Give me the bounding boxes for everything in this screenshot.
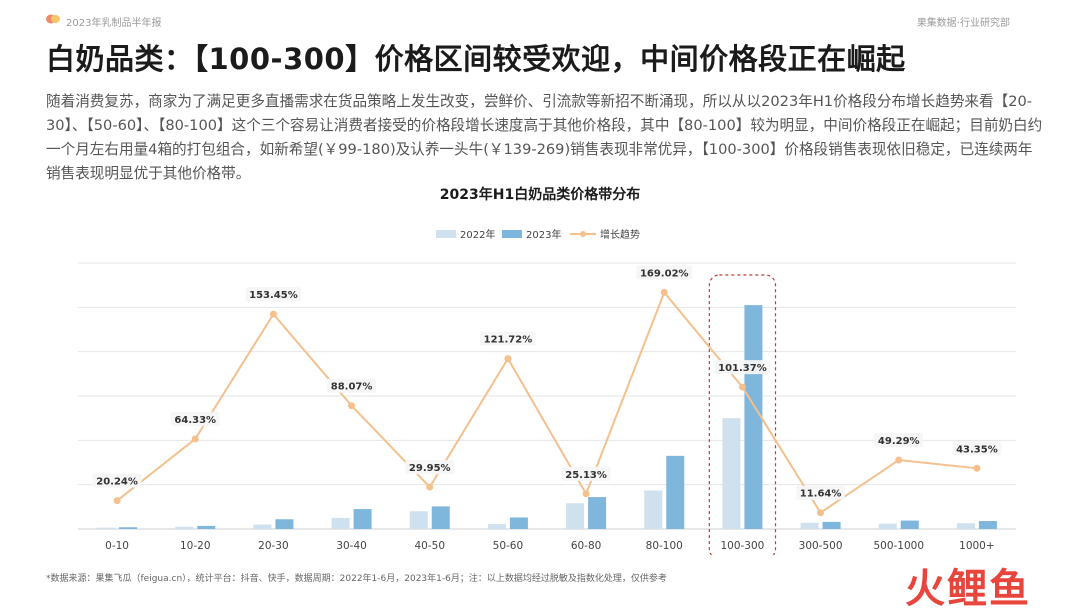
x-tick-60-80: 60-80 [571, 540, 602, 552]
x-tick-500-1000: 500-1000 [873, 540, 924, 552]
x-tick-20-30: 20-30 [258, 540, 289, 552]
bar-2023-40-50 [431, 506, 450, 529]
footnote: *数据来源：果集飞瓜（feigua.cn），统计平台：抖音、快手，数据周期：20… [46, 574, 667, 584]
trend-label-100-300: 101.37% [718, 363, 767, 374]
bar-2023-0-10 [119, 527, 138, 529]
bar-2023-80-100 [666, 455, 685, 529]
bar-2022-10-20 [175, 526, 194, 529]
x-tick-80-100: 80-100 [646, 540, 683, 552]
bar-2022-0-10 [97, 527, 116, 529]
trend-label-bg [92, 473, 142, 488]
legend-label-2: 增长趋势 [600, 228, 640, 241]
bar-2022-60-80 [566, 503, 585, 529]
bar-2023-60-80 [588, 497, 607, 529]
trend-label-bg [405, 460, 455, 475]
bar-2022-1000+ [956, 523, 975, 529]
trend-label-0-10: 20.24% [96, 477, 138, 488]
trend-point-30-40 [348, 402, 356, 410]
trend-line [116, 290, 978, 515]
highlight-box [708, 274, 777, 555]
bar-2022-30-40 [331, 517, 350, 529]
org-label: 果集数据·行业研究部 [916, 18, 1010, 29]
trend-label-10-20: 64.33% [174, 415, 216, 426]
bar-2022-300-500 [800, 522, 819, 529]
trend-label-20-30: 153.45% [249, 290, 298, 301]
trend-label-500-1000: 49.29% [878, 436, 920, 447]
x-tick-40-50: 40-50 [414, 540, 445, 552]
trend-label-30-40: 88.07% [331, 382, 373, 393]
bar-2023-20-30 [275, 519, 294, 529]
trend-label-bg [714, 360, 771, 375]
bar-2023-50-60 [509, 517, 528, 529]
top-bar: 2023年乳制品半年报 果集数据·行业研究部 [0, 0, 1080, 30]
trend-label-bg [480, 331, 536, 346]
bar-2022-80-100 [644, 490, 663, 529]
x-tick-100-300: 100-300 [720, 540, 764, 552]
chart-title: 2023年H1白奶品类价格带分布 [439, 187, 641, 203]
trend-label-bg [952, 441, 1002, 456]
bar-2023-30-40 [353, 509, 372, 529]
legend-swatch-1 [502, 230, 522, 238]
trend-label-1000+: 43.35% [956, 444, 998, 455]
x-tick-300-500: 300-500 [799, 540, 843, 552]
trend-label-bg [796, 485, 845, 500]
trend-point-60-80 [582, 490, 590, 498]
price-band-chart: 2022年 2023年 增长趋势 20.24% 64.33% 153.45% 88.07%… [78, 228, 1016, 555]
page-title: 白奶品类：【100-300】价格区间较受欢迎，中间价格段正在崛起 [46, 42, 906, 76]
trend-label-60-80: 25.13% [565, 470, 607, 481]
bar-2022-50-60 [487, 524, 506, 529]
trend-label-bg [170, 411, 220, 426]
description-text: 随着消费复苏，商家为了满足更多直播需求在货品策略上发生改变，尝鲜价、引流款等新招… [46, 93, 1043, 182]
trend-point-300-500 [817, 509, 825, 517]
brand-logo-icon [46, 14, 60, 24]
x-tick-50-60: 50-60 [493, 540, 524, 552]
bar-2023-300-500 [822, 521, 841, 529]
highlight-group [708, 274, 777, 555]
trend-label-bg [874, 432, 924, 447]
bar-2022-500-1000 [878, 523, 897, 529]
bar-2022-40-50 [409, 511, 428, 529]
trend-point-10-20 [191, 435, 199, 443]
trend-point-80-100 [660, 288, 668, 296]
trend-point-100-300 [738, 383, 746, 391]
bar-2023-10-20 [197, 525, 216, 529]
trend-label-80-100: 169.02% [640, 268, 689, 279]
bar-2023-500-1000 [900, 520, 919, 529]
trend-label-40-50: 29.95% [409, 463, 451, 474]
watermark-logo: 火鲤鱼 [905, 556, 1031, 614]
trend-line-group: 20.24% 64.33% 153.45% 88.07% 29.95% 121.72% 25… [92, 265, 1002, 517]
trend-label-300-500: 11.64% [800, 489, 842, 500]
trend-point-1000+ [973, 464, 981, 472]
trend-point-40-50 [426, 483, 434, 491]
bar-2023-100-300 [744, 305, 763, 529]
x-axis-ticks: 0-10 10-20 20-30 30-40 40-50 50-60 60-80 80-100… [105, 540, 995, 552]
x-tick-10-20: 10-20 [180, 540, 211, 552]
legend-label-0: 2022年 [460, 228, 495, 241]
x-tick-1000+: 1000+ [959, 540, 995, 552]
bar-2022-100-300 [722, 418, 741, 529]
trend-label-50-60: 121.72% [484, 335, 533, 346]
chart-legend: 2022年 2023年 增长趋势 [436, 228, 640, 241]
x-tick-0-10: 0-10 [105, 540, 129, 552]
trend-label-bg [327, 378, 376, 393]
trend-point-500-1000 [895, 456, 903, 464]
trend-point-0-10 [113, 497, 121, 505]
legend-swatch-0 [436, 230, 456, 238]
trend-point-50-60 [504, 355, 512, 363]
watermark-text: 火鲤鱼 [905, 566, 1031, 612]
bar-2022-20-30 [253, 524, 272, 529]
trend-label-bg [561, 466, 611, 481]
chart-grid [78, 262, 1016, 530]
trend-label-bg [636, 265, 693, 280]
legend-marker [580, 231, 586, 237]
report-label: 2023年乳制品半年报 [66, 18, 162, 29]
bar-2023-1000+ [978, 521, 997, 529]
trend-point-20-30 [269, 310, 277, 318]
trend-label-bg [245, 287, 302, 302]
legend-label-1: 2023年 [526, 228, 561, 241]
chart-bars [97, 305, 997, 529]
x-tick-30-40: 30-40 [336, 540, 367, 552]
